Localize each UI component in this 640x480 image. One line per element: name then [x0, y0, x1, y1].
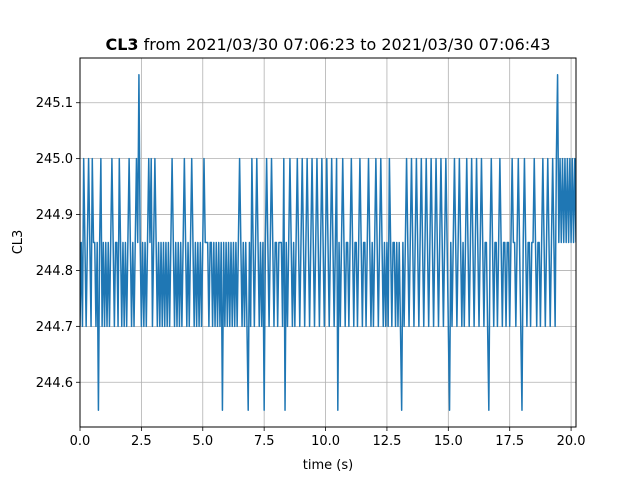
x-tick-label: 7.5: [254, 434, 275, 449]
plot-frame: [79, 57, 577, 428]
y-axis-label: CL3: [11, 230, 26, 255]
x-axis-ticks: 0.0 2.5 5.0 7.5 10.0 12.5 15.0 17.5 20.0: [70, 427, 586, 449]
x-tick-label: 15.0: [434, 434, 463, 449]
chart-title-rest: from 2021/03/30 07:06:23 to 2021/03/30 0…: [139, 35, 551, 54]
y-tick-label: 244.6: [36, 376, 73, 391]
x-tick-label: 17.5: [495, 434, 524, 449]
y-tick-label: 244.9: [36, 208, 73, 223]
x-tick-label: 0.0: [70, 434, 91, 449]
y-axis-ticks: 244.6 244.7 244.8 244.9 245.0 245.1: [36, 96, 80, 391]
y-tick-label: 245.0: [36, 152, 73, 167]
y-tick-label: 244.8: [36, 264, 73, 279]
x-tick-label: 12.5: [372, 434, 401, 449]
y-tick-label: 245.1: [36, 96, 73, 111]
chart-title-bold: CL3: [105, 35, 138, 54]
x-tick-label: 20.0: [557, 434, 586, 449]
series-layer: [80, 74, 576, 411]
x-tick-label: 2.5: [131, 434, 152, 449]
x-axis-label: time (s): [303, 458, 353, 473]
y-tick-label: 244.7: [36, 320, 73, 335]
series-line: [80, 74, 576, 411]
x-tick-label: 10.0: [311, 434, 340, 449]
chart-title: CL3 from 2021/03/30 07:06:23 to 2021/03/…: [105, 35, 550, 54]
x-tick-label: 5.0: [192, 434, 213, 449]
